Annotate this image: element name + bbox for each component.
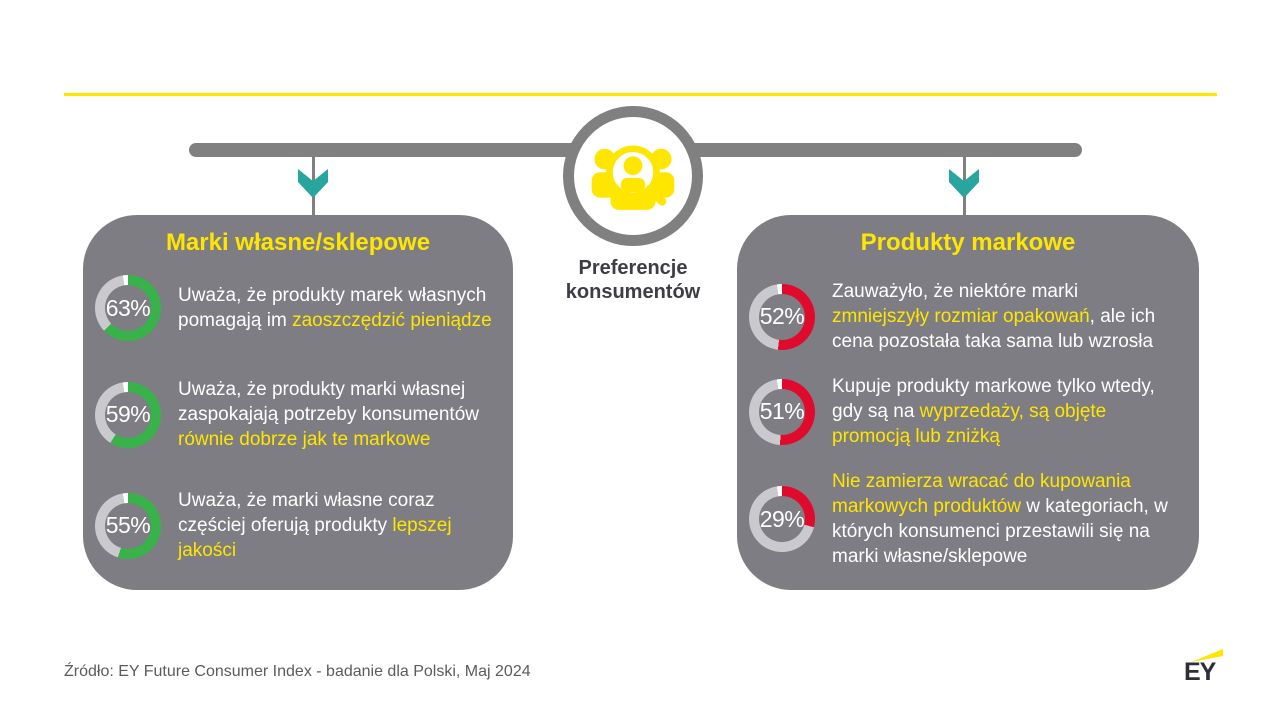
source-note: Źródło: EY Future Consumer Index - badan… (64, 663, 531, 680)
center-caption-line2: konsumentów (565, 281, 701, 303)
stat-row: 55% Uważa, że marki własne coraz częście… (95, 488, 497, 563)
ey-logo: EY (1184, 649, 1223, 686)
top-accent-line (64, 93, 1217, 96)
stat-row: 59% Uważa, że produkty marki własnej zas… (95, 377, 497, 452)
stat-row: 52% Zauważyło, że niektóre marki zmniejs… (749, 279, 1183, 354)
donut-percent-label: 51% (759, 398, 805, 424)
stat-row: 63% Uważa, że produkty marek własnych po… (95, 275, 497, 341)
stat-text: Uważa, że produkty marek własnych pomaga… (178, 283, 497, 333)
stat-plain-text: Zauważyło, że niektóre marki (832, 281, 1079, 302)
stats-list-branded-products: 52% Zauważyło, że niektóre marki zmniejs… (737, 257, 1199, 569)
stat-highlight-text: wyprzedaży, są objęte promocją lub zniżk… (832, 401, 1107, 447)
donut-percent-label: 55% (105, 512, 151, 538)
stat-highlight-text: lepszej jakości (178, 515, 452, 561)
stat-plain-text: , ale ich cena pozostała taka sama lub w… (832, 306, 1156, 352)
stat-row: 51% Kupuje produkty markowe tylko wtedy,… (749, 374, 1183, 449)
donut-percent-label: 63% (105, 294, 151, 321)
consumers-magnifier-icon (591, 145, 675, 210)
stat-highlight-text: równie dobrze jak te markowe (178, 429, 431, 450)
panel-title-branded-products: Produkty markowe (860, 229, 1076, 256)
donut-gauge: 59% (95, 381, 161, 448)
panel-branded-products: Produkty markowe 52% Zauważyło, że niekt… (737, 215, 1199, 590)
stat-plain-text: Uważa, że produkty marki własnej zaspoka… (178, 379, 480, 425)
consumers-circle-badge (563, 106, 703, 246)
donut-gauge: 52% (749, 283, 815, 350)
ey-logo-letters: EY (1184, 658, 1216, 686)
center-caption-line1: Preferencje (578, 257, 688, 279)
panel-private-store-brands: Marki własne/sklepowe 63% Uważa, że prod… (83, 215, 513, 590)
donut-percent-label: 52% (759, 303, 805, 329)
stat-text: Nie zamierza wracać do kupowania markowy… (832, 469, 1172, 569)
stat-text: Uważa, że produkty marki własnej zaspoka… (178, 377, 497, 452)
stat-highlight-text: Nie zamierza wracać do kupowania markowy… (832, 471, 1131, 517)
donut-gauge: 51% (749, 378, 815, 445)
donut-gauge: 29% (749, 486, 815, 552)
center-caption: Preferencje konsumentów (533, 256, 733, 304)
stat-plain-text: w kategoriach, w których konsumenci prze… (832, 496, 1168, 567)
stat-highlight-text: zaoszczędzić pieniądze (292, 310, 492, 331)
stat-text: Zauważyło, że niektóre marki zmniejszyły… (832, 279, 1172, 354)
donut-percent-label: 59% (105, 401, 151, 427)
panel-title-private-brands: Marki własne/sklepowe (165, 229, 431, 256)
donut-gauge: 63% (95, 275, 161, 341)
stat-plain-text: Uważa, że produkty marek własnych pomaga… (178, 285, 487, 331)
stat-plain-text: Kupuje produkty markowe tylko wtedy, gdy… (832, 376, 1155, 422)
stat-text: Kupuje produkty markowe tylko wtedy, gdy… (832, 374, 1172, 449)
stat-text: Uważa, że marki własne coraz częściej of… (178, 488, 497, 563)
donut-gauge: 55% (95, 492, 161, 559)
stat-row: 29% Nie zamierza wracać do kupowania mar… (749, 469, 1183, 569)
stat-plain-text: Uważa, że marki własne coraz częściej of… (178, 490, 435, 536)
donut-percent-label: 29% (759, 505, 805, 532)
stats-list-private-brands: 63% Uważa, że produkty marek własnych po… (83, 257, 513, 563)
stat-highlight-text: zmniejszyły rozmiar opakowań (832, 306, 1090, 327)
